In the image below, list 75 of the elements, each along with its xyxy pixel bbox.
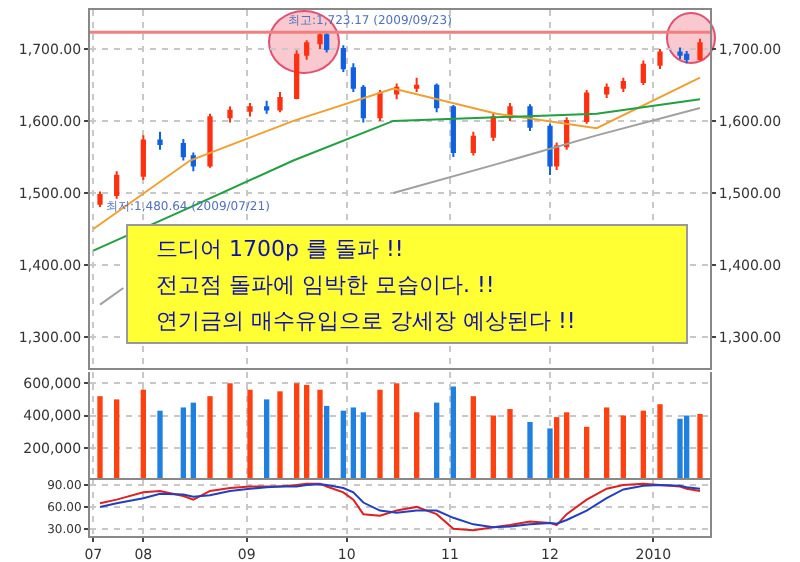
bar	[414, 412, 420, 480]
candlestick	[490, 112, 496, 143]
candlestick	[180, 137, 186, 162]
candlestick	[470, 130, 476, 157]
candlestick	[450, 104, 456, 158]
candlestick	[350, 62, 356, 94]
bar	[180, 407, 186, 480]
candlestick	[97, 190, 103, 208]
candlestick	[207, 112, 213, 169]
bar	[507, 409, 513, 480]
bar	[604, 407, 610, 480]
candlestick	[547, 122, 553, 176]
bar	[697, 413, 703, 480]
candlestick	[324, 32, 330, 54]
bar	[317, 389, 323, 480]
candlestick	[677, 46, 683, 60]
bar	[304, 384, 310, 480]
bar	[324, 405, 330, 480]
bar	[450, 386, 456, 480]
candlestick	[684, 50, 690, 65]
candlestick	[604, 82, 610, 99]
bar	[114, 399, 120, 480]
callout-box: 드디어 1700p 를 돌파 !! 전고점 돌파에 임박한 모습이다. !! 연기금의 매수유입으로 강세장 예상된다 !!	[126, 224, 688, 344]
candlestick	[340, 44, 346, 73]
bar	[264, 399, 270, 480]
candlestick	[114, 170, 120, 200]
bar	[657, 404, 663, 480]
bar	[470, 396, 476, 480]
bar	[340, 410, 346, 480]
bar	[434, 402, 440, 480]
bar	[140, 389, 146, 480]
candlestick	[377, 88, 383, 122]
bar	[277, 391, 283, 480]
bar	[190, 402, 196, 480]
bar	[294, 383, 300, 480]
candlestick	[277, 91, 283, 114]
candlestick	[414, 76, 420, 94]
candlestick	[360, 83, 366, 124]
candlestick	[640, 59, 646, 86]
bar	[97, 396, 103, 480]
bar	[490, 415, 496, 480]
bar	[684, 415, 690, 480]
bar	[350, 407, 356, 480]
candlestick	[620, 76, 626, 94]
annotation: 전고점 돌파에 임박한 모습이다. !!	[156, 270, 497, 302]
bar	[207, 396, 213, 480]
bar	[584, 426, 590, 480]
candlestick	[227, 105, 233, 124]
bar	[527, 421, 533, 480]
candlestick	[140, 134, 146, 181]
bar	[377, 389, 383, 480]
candlestick	[697, 37, 703, 62]
line-series	[92, 76, 701, 230]
bar	[564, 412, 570, 480]
bar	[554, 417, 560, 480]
annotation: 연기금의 매수유입으로 강세장 예상된다 !!	[156, 306, 578, 338]
candlestick	[554, 141, 560, 171]
candlestick	[317, 31, 323, 50]
candlestick	[584, 88, 590, 125]
candlestick	[157, 130, 163, 151]
bar	[227, 383, 233, 480]
annotation: 드디어 1700p 를 돌파 !!	[156, 234, 406, 266]
candlestick	[247, 101, 253, 118]
candlestick	[657, 47, 663, 71]
bar	[640, 410, 646, 480]
candlestick	[264, 99, 270, 115]
bar	[620, 415, 626, 480]
bar	[547, 428, 553, 480]
candlestick	[294, 49, 300, 101]
candlestick	[304, 39, 310, 61]
bar	[247, 389, 253, 480]
bar	[360, 412, 366, 480]
bar	[157, 410, 163, 480]
bar	[394, 383, 400, 480]
bar	[677, 418, 683, 480]
